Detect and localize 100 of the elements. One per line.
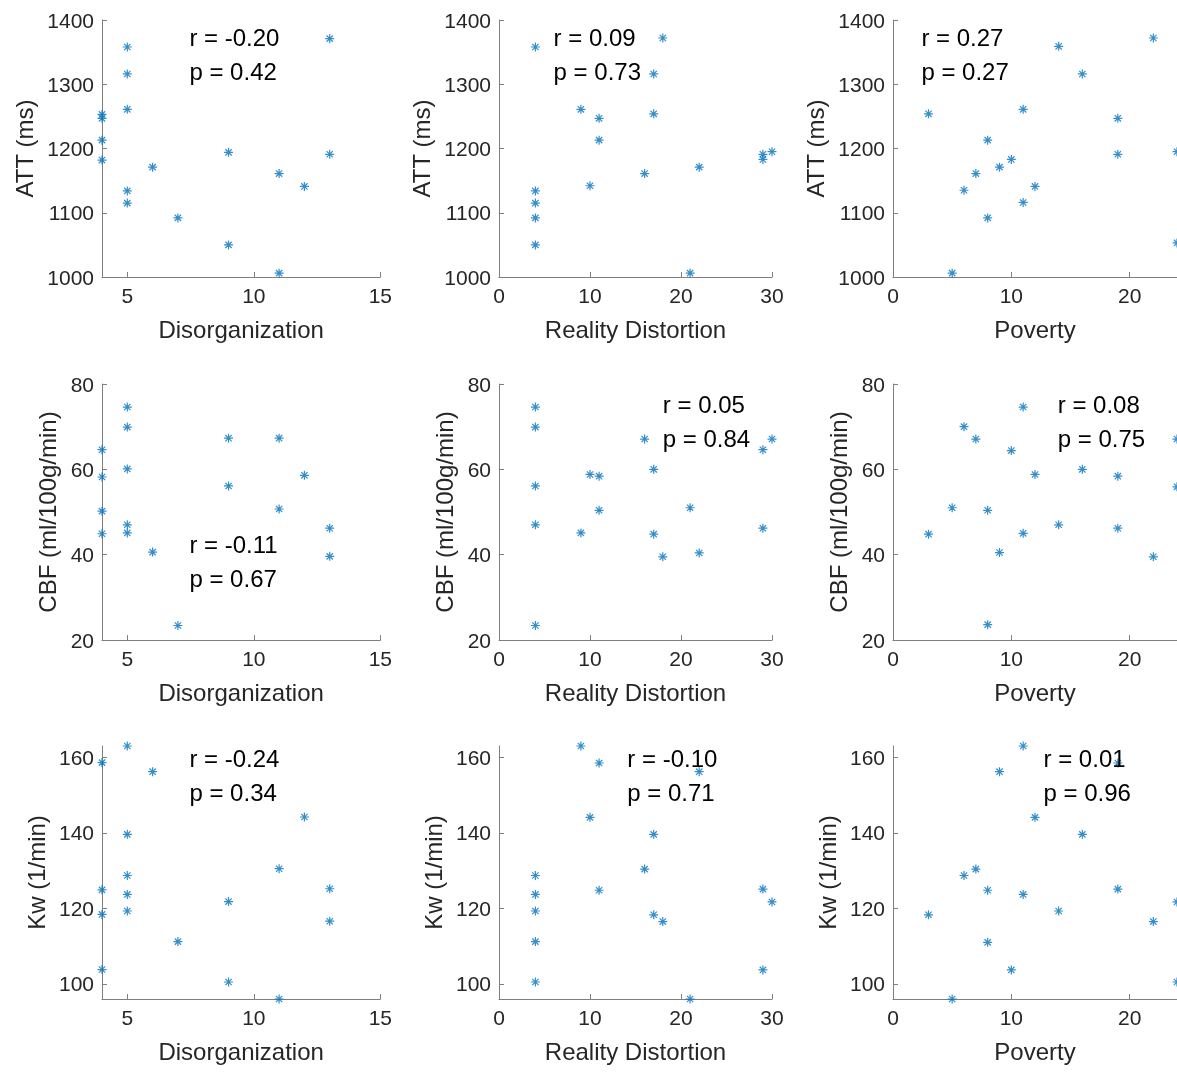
- point: [96, 109, 108, 120]
- point: [530, 620, 541, 631]
- point: [96, 506, 108, 517]
- y-tick-label: 140: [849, 821, 885, 845]
- x-tick-label: 10: [999, 1006, 1024, 1029]
- y-axis-title: Kw (1/min): [813, 815, 841, 930]
- point: [530, 239, 541, 250]
- point: [958, 421, 970, 432]
- point: [947, 502, 958, 513]
- point: [923, 108, 934, 119]
- point: [530, 976, 541, 988]
- point: [530, 212, 541, 223]
- point: [982, 619, 993, 630]
- point: [982, 212, 993, 223]
- point: [122, 401, 133, 413]
- point: [1112, 471, 1123, 482]
- point: [530, 889, 541, 900]
- point: [1029, 469, 1041, 480]
- y-tick-label: 160: [849, 745, 885, 769]
- y-tick-label: 80: [467, 372, 491, 396]
- point: [530, 519, 541, 530]
- point: [223, 147, 234, 158]
- x-tick-label: 10: [242, 647, 266, 670]
- point: [1018, 528, 1029, 539]
- point: [982, 937, 993, 948]
- point: [982, 505, 993, 516]
- point: [172, 212, 184, 223]
- point: [223, 896, 234, 907]
- annotation: p = 0.67: [189, 564, 277, 592]
- point: [122, 905, 133, 917]
- point: [1006, 445, 1017, 456]
- point: [923, 529, 934, 540]
- y-tick-label: 20: [467, 628, 491, 652]
- point: [639, 864, 650, 875]
- y-tick-label: 1300: [47, 72, 94, 96]
- y-tick-label: 100: [58, 972, 94, 996]
- annotation: p = 0.96: [1043, 778, 1131, 806]
- y-tick-label: 40: [861, 543, 885, 567]
- x-tick-label: 0: [493, 284, 505, 307]
- point: [1018, 401, 1029, 413]
- point: [122, 740, 133, 752]
- x-tick-label: 20: [1117, 1006, 1142, 1029]
- x-tick-label: 20: [669, 1006, 693, 1029]
- annotation: p = 0.42: [189, 57, 277, 85]
- y-tick-label: 120: [455, 896, 491, 920]
- point: [96, 154, 108, 166]
- y-tick-label: 1400: [444, 8, 491, 32]
- annotation: r = -0.10: [627, 744, 718, 772]
- point: [694, 162, 705, 173]
- point: [530, 905, 541, 917]
- annotation: p = 0.84: [662, 425, 751, 453]
- point: [122, 185, 133, 196]
- x-tick-label: 0: [493, 647, 505, 670]
- y-axis-title: ATT (ms): [801, 99, 829, 198]
- x-tick-label: 30: [760, 1006, 784, 1029]
- point: [96, 909, 108, 920]
- point: [648, 829, 659, 840]
- point: [575, 740, 586, 752]
- point: [657, 32, 668, 44]
- point: [982, 885, 993, 896]
- point: [1148, 916, 1159, 927]
- point: [530, 870, 541, 881]
- point: [994, 547, 1005, 558]
- point: [1112, 149, 1123, 160]
- point: [274, 863, 285, 874]
- y-tick-label: 140: [58, 821, 94, 845]
- annotation: r = -0.11: [189, 530, 278, 558]
- point: [96, 113, 108, 124]
- y-tick-label: 120: [849, 896, 885, 920]
- point: [1148, 551, 1159, 562]
- y-tick-label: 20: [70, 628, 94, 652]
- point: [575, 527, 586, 539]
- point: [324, 883, 335, 894]
- point: [594, 113, 605, 124]
- x-tick-label: 5: [121, 284, 134, 307]
- point: [648, 108, 659, 119]
- point: [1077, 464, 1088, 475]
- point: [1053, 905, 1064, 917]
- y-tick-label: 1000: [444, 265, 491, 289]
- point: [970, 433, 981, 445]
- point: [530, 41, 541, 53]
- x-tick-label: 10: [578, 1006, 602, 1029]
- point: [1077, 68, 1088, 80]
- x-tick-label: 15: [368, 284, 392, 307]
- point: [324, 551, 335, 562]
- point: [970, 864, 981, 875]
- point: [1018, 740, 1029, 752]
- y-tick-label: 1300: [444, 72, 491, 96]
- x-axis-title: Poverty: [994, 678, 1076, 706]
- x-axis-title: Reality Distortion: [544, 315, 727, 343]
- point: [994, 766, 1005, 777]
- point: [96, 757, 108, 768]
- point: [122, 870, 133, 881]
- point: [1018, 104, 1029, 115]
- y-tick-label: 20: [861, 628, 885, 652]
- point: [648, 68, 659, 80]
- point: [530, 936, 541, 947]
- x-tick-label: 10: [242, 1006, 266, 1029]
- point: [122, 421, 133, 433]
- point: [685, 268, 696, 279]
